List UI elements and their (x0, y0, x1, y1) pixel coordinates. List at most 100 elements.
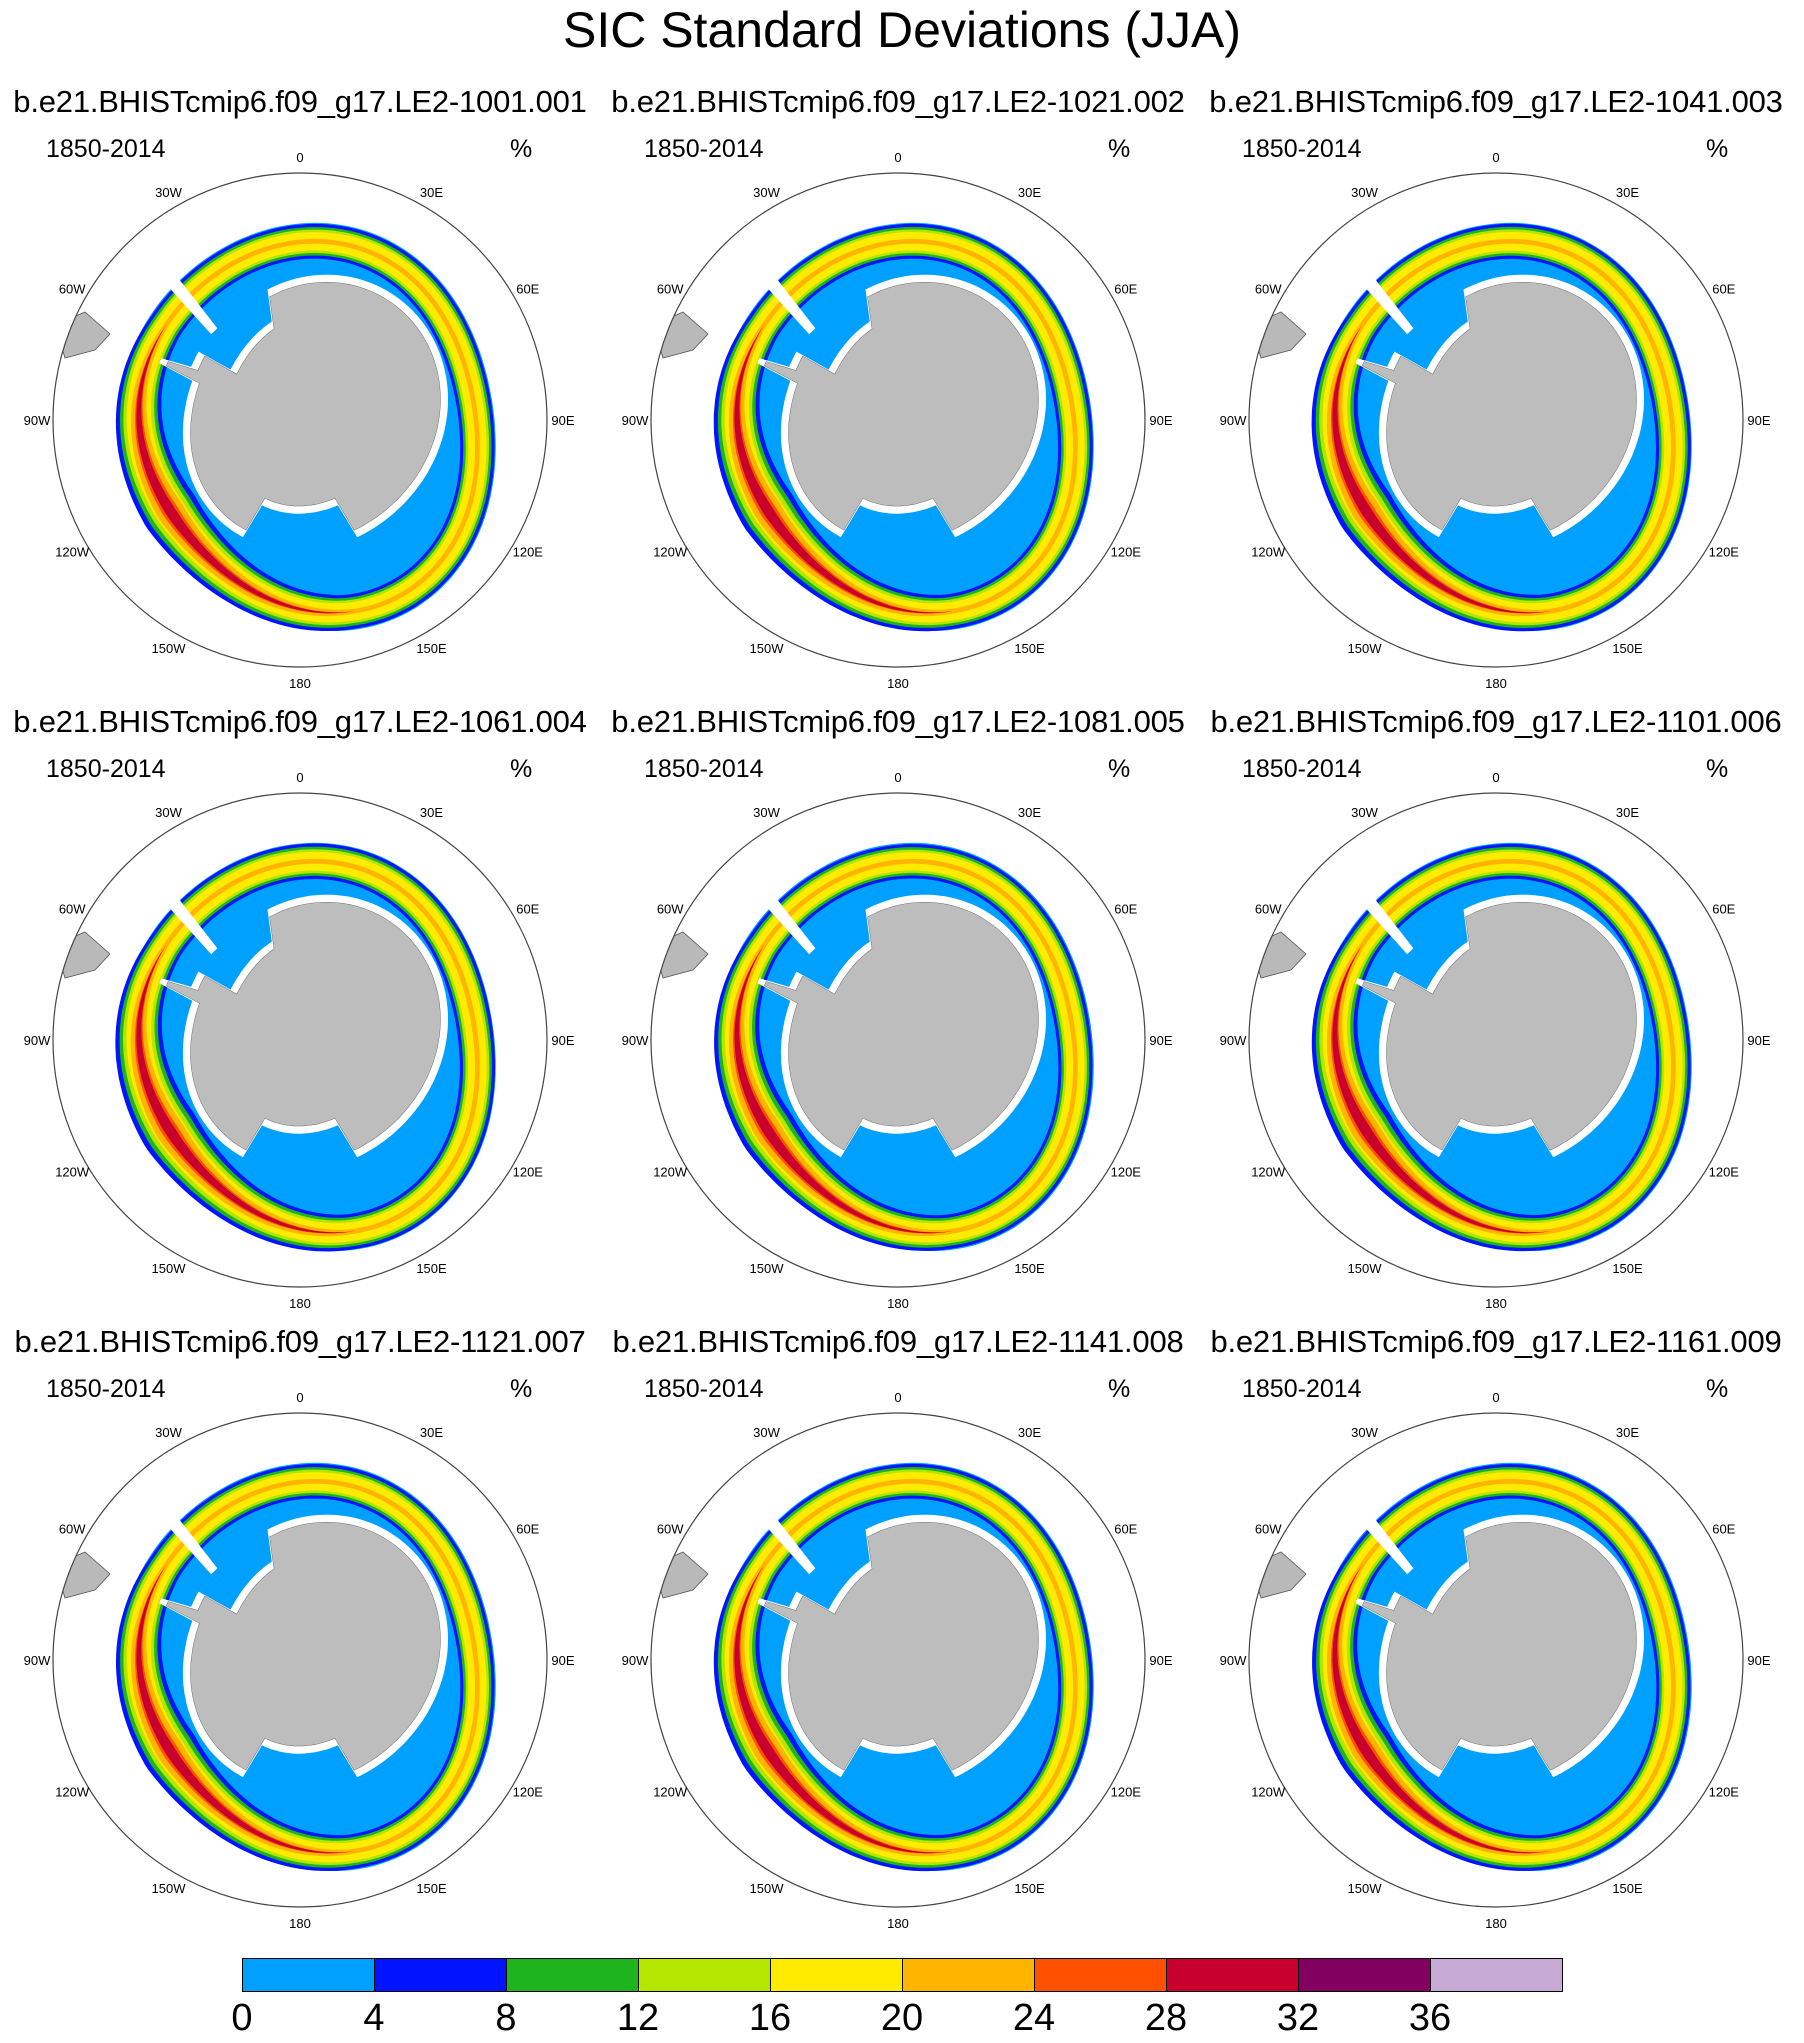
longitude-label: 60W (1255, 902, 1282, 917)
longitude-label: 150E (1014, 641, 1045, 656)
longitude-label: 150W (1348, 641, 1383, 656)
map-panel: b.e21.BHISTcmip6.f09_g17.LE2-1081.005 185… (598, 702, 1198, 1322)
longitude-label: 120E (1709, 1785, 1740, 1800)
longitude-label: 90E (551, 1033, 574, 1048)
longitude-label: 120W (1251, 1785, 1286, 1800)
colorbar-box (770, 1958, 903, 1992)
longitude-label: 90W (622, 413, 649, 428)
colorbar-tick-label: 32 (1276, 1997, 1320, 2039)
longitude-label: 150W (1348, 1881, 1383, 1896)
polar-map: 0 30E 60E 90E 120E 150E 180 150W 120W 90W 60W 30W (622, 770, 1173, 1311)
longitude-label: 150W (750, 641, 785, 656)
polar-map: 0 30E 60E 90E 120E 150E 180 150W 120W 90W 60W 30W (1220, 1390, 1771, 1931)
map-border (52, 172, 548, 668)
missing-data-wedge (1324, 850, 1414, 955)
longitude-label: 60W (59, 902, 86, 917)
longitude-label: 90W (622, 1653, 649, 1668)
longitude-label: 90E (551, 1653, 574, 1668)
panel-units-label: % (1108, 135, 1131, 163)
colorbar-box (242, 1958, 375, 1992)
longitude-label: 60W (59, 282, 86, 297)
panel-title: b.e21.BHISTcmip6.f09_g17.LE2-1121.007 (14, 1324, 586, 1359)
longitude-label: 120W (1251, 1165, 1286, 1180)
longitude-label: 30E (1018, 805, 1041, 820)
map-field (1250, 842, 1692, 1300)
longitude-label: 30W (753, 805, 780, 820)
longitude-label: 150W (1348, 1261, 1383, 1276)
longitude-label: 90E (1747, 1033, 1770, 1048)
longitude-label: 90E (551, 413, 574, 428)
longitude-label: 150E (1612, 1261, 1643, 1276)
longitude-label: 180 (289, 1296, 311, 1311)
longitude-label: 0 (1492, 150, 1499, 165)
longitude-label: 90W (24, 413, 51, 428)
map-panel: b.e21.BHISTcmip6.f09_g17.LE2-1161.009 185… (1196, 1322, 1796, 1942)
panel-units-label: % (1706, 135, 1729, 163)
colorbar-box (374, 1958, 507, 1992)
longitude-label: 0 (894, 770, 901, 785)
colorbar-tick-label: 24 (1012, 1997, 1056, 2039)
longitude-label: 30W (155, 185, 182, 200)
map-field (652, 222, 1094, 680)
new-zealand-land (1525, 1908, 1541, 1920)
panel-title: b.e21.BHISTcmip6.f09_g17.LE2-1001.001 (13, 84, 587, 119)
panel-units-label: % (510, 1375, 533, 1403)
longitude-label: 150E (1612, 1881, 1643, 1896)
colorbar-box (638, 1958, 771, 1992)
longitude-label: 150W (750, 1881, 785, 1896)
panel-units-label: % (1108, 755, 1131, 783)
polar-map: 0 30E 60E 90E 120E 150E 180 150W 120W 90W 60W 30W (24, 770, 575, 1311)
new-zealand-land (1525, 1288, 1541, 1300)
map-field (54, 222, 496, 680)
longitude-label: 120E (1111, 1785, 1142, 1800)
colorbar-tick-label: 12 (616, 1997, 660, 2039)
longitude-label: 120W (653, 1165, 688, 1180)
longitude-label: 60W (1255, 282, 1282, 297)
longitude-label: 60E (516, 1522, 539, 1537)
new-zealand-land (329, 1288, 345, 1300)
panel-title: b.e21.BHISTcmip6.f09_g17.LE2-1141.008 (612, 1324, 1184, 1359)
longitude-label: 30W (753, 185, 780, 200)
map-border (1248, 1412, 1744, 1908)
panel-title: b.e21.BHISTcmip6.f09_g17.LE2-1061.004 (13, 704, 587, 739)
longitude-label: 60W (1255, 1522, 1282, 1537)
longitude-label: 180 (289, 676, 311, 691)
new-zealand-land (927, 668, 943, 680)
longitude-label: 0 (894, 1390, 901, 1405)
panel-period-label: 1850-2014 (644, 755, 764, 783)
longitude-label: 90W (24, 1653, 51, 1668)
map-panel: b.e21.BHISTcmip6.f09_g17.LE2-1001.001 185… (0, 82, 600, 702)
panel-period-label: 1850-2014 (1242, 755, 1362, 783)
panel-grid: b.e21.BHISTcmip6.f09_g17.LE2-1001.001 185… (0, 82, 1796, 1942)
map-panel: b.e21.BHISTcmip6.f09_g17.LE2-1021.002 185… (598, 82, 1198, 702)
polar-map: 0 30E 60E 90E 120E 150E 180 150W 120W 90W 60W 30W (622, 150, 1173, 691)
map-panel: b.e21.BHISTcmip6.f09_g17.LE2-1141.008 185… (598, 1322, 1198, 1942)
longitude-label: 90E (1747, 413, 1770, 428)
longitude-label: 0 (1492, 1390, 1499, 1405)
panel-units-label: % (510, 755, 533, 783)
colorbar-tick-label: 36 (1408, 1997, 1452, 2039)
longitude-label: 120E (1709, 1165, 1740, 1180)
map-border (650, 1412, 1146, 1908)
longitude-label: 60E (1712, 902, 1735, 917)
longitude-label: 60W (59, 1522, 86, 1537)
longitude-label: 150W (152, 641, 187, 656)
map-field (1250, 222, 1692, 632)
panel-title: b.e21.BHISTcmip6.f09_g17.LE2-1101.006 (1210, 704, 1782, 739)
new-zealand-land (329, 668, 345, 680)
longitude-label: 90E (1149, 413, 1172, 428)
polar-map: 0 30E 60E 90E 120E 150E 180 150W 120W 90W 60W 30W (24, 1390, 575, 1931)
longitude-label: 30E (1018, 1425, 1041, 1440)
longitude-label: 90W (1220, 413, 1247, 428)
panel-period-label: 1850-2014 (644, 135, 764, 163)
longitude-label: 120W (653, 1785, 688, 1800)
panel-period-label: 1850-2014 (46, 135, 166, 163)
new-zealand-land (927, 1288, 943, 1300)
longitude-label: 60E (1712, 1522, 1735, 1537)
colorbar-tick-label: 16 (748, 1997, 792, 2039)
longitude-label: 30E (420, 185, 443, 200)
map-field (54, 1462, 496, 1871)
colorbar-tick-label: 4 (363, 1997, 385, 2039)
longitude-label: 30E (1018, 185, 1041, 200)
colorbar-box (1166, 1958, 1299, 1992)
